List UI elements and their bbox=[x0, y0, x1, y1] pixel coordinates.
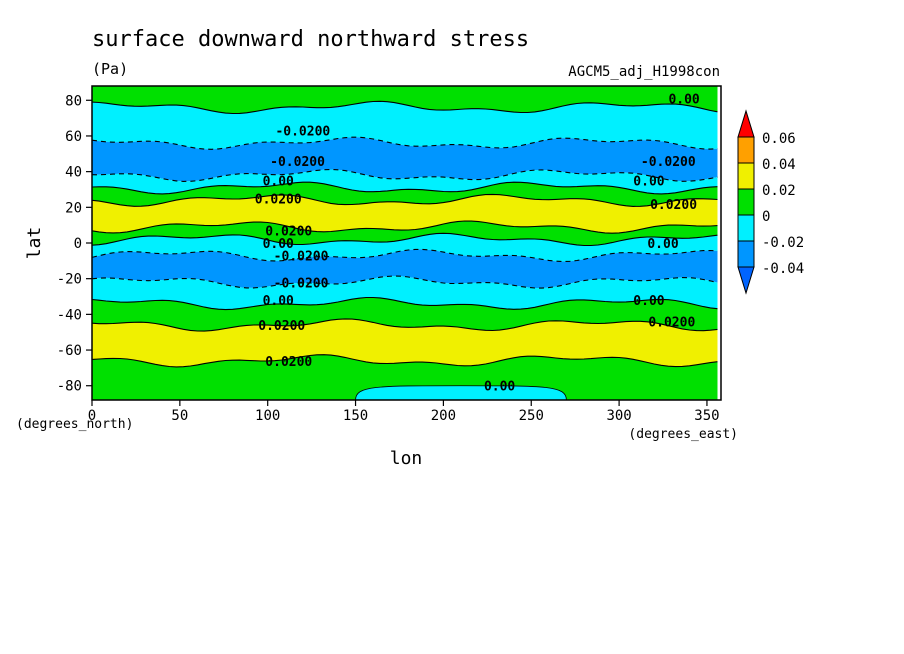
contour-line bbox=[91, 100, 718, 115]
contour-label: 0.00 bbox=[633, 294, 664, 309]
contour-band bbox=[92, 101, 718, 150]
contour-patch bbox=[355, 385, 567, 401]
colorbar-label: -0.04 bbox=[762, 261, 804, 277]
contour-band bbox=[92, 221, 718, 246]
colorbar-over-arrow bbox=[737, 109, 755, 138]
dataset-label: AGCM5_adj_H1998con bbox=[568, 64, 720, 80]
contour-label: -0.0200 bbox=[274, 276, 329, 291]
colorbar-segment bbox=[737, 136, 755, 164]
contour-band bbox=[92, 137, 718, 182]
x-axis-label: lon bbox=[390, 448, 423, 469]
contour-label: -0.0200 bbox=[275, 125, 330, 140]
y-tick-label: -40 bbox=[57, 307, 82, 323]
y-tick-label: 20 bbox=[65, 200, 82, 216]
contour-line bbox=[91, 136, 718, 150]
x-axis: 0 50 100 150 200 250 300 350 bbox=[88, 400, 720, 424]
colorbar-segment bbox=[737, 188, 755, 216]
y-units-label: (degrees_north) bbox=[16, 417, 133, 432]
contour-label: 0.00 bbox=[633, 175, 664, 190]
y-tick-label: 80 bbox=[65, 93, 82, 109]
x-tick-label: 300 bbox=[606, 408, 631, 424]
contour-label: 0.00 bbox=[668, 92, 699, 107]
contour-band bbox=[92, 249, 718, 289]
x-tick-label: 50 bbox=[171, 408, 188, 424]
contour-label: -0.0200 bbox=[270, 155, 325, 170]
x-tick-label: 200 bbox=[431, 408, 456, 424]
y-tick-label: -80 bbox=[57, 379, 82, 395]
y-tick-label: 60 bbox=[65, 129, 82, 145]
colorbar-under-arrow bbox=[737, 266, 755, 295]
contour-label: 0.0200 bbox=[258, 319, 305, 334]
contour-band bbox=[92, 86, 718, 114]
colorbar-segment bbox=[737, 162, 755, 190]
contour-band bbox=[92, 182, 718, 207]
contour-label: 0.00 bbox=[263, 294, 294, 309]
contour-line bbox=[91, 181, 718, 195]
y-tick-label: -60 bbox=[57, 343, 82, 359]
contour-band bbox=[92, 354, 718, 400]
colorbar-label: 0.06 bbox=[762, 131, 796, 147]
contour-line bbox=[91, 232, 718, 247]
x-tick-label: 100 bbox=[255, 408, 280, 424]
colorbar-label: -0.02 bbox=[762, 235, 804, 251]
contour-line bbox=[91, 275, 718, 289]
contour-line bbox=[91, 248, 718, 263]
y-tick-label: 0 bbox=[74, 236, 82, 252]
units-label: (Pa) bbox=[92, 60, 128, 78]
y-tick-label: -20 bbox=[57, 272, 82, 288]
contour-band bbox=[92, 169, 718, 194]
contour-band bbox=[92, 194, 718, 234]
contour-line bbox=[91, 354, 718, 368]
contour-line bbox=[91, 296, 718, 311]
x-units-label: (degrees_east) bbox=[628, 427, 738, 442]
contour-band bbox=[92, 297, 718, 332]
contour-line bbox=[91, 318, 718, 332]
colorbar-label: 0 bbox=[762, 209, 770, 225]
contour-label: -0.0200 bbox=[641, 155, 696, 170]
colorbar-label: 0.04 bbox=[762, 157, 796, 173]
contour-label: 0.00 bbox=[647, 237, 678, 252]
contour-label: 0.0200 bbox=[648, 316, 695, 331]
chart-title: surface downward northward stress bbox=[92, 27, 529, 52]
contour-line bbox=[91, 220, 718, 234]
colorbar-label: 0.02 bbox=[762, 183, 796, 199]
y-tick-label: 40 bbox=[65, 165, 82, 181]
colorbar-segment bbox=[737, 240, 755, 268]
contour-band bbox=[92, 318, 718, 367]
contour-label: 0.00 bbox=[263, 175, 294, 190]
contour-label: 0.0200 bbox=[650, 198, 697, 213]
contour-label: 0.0200 bbox=[255, 192, 302, 207]
colorbar: 0.06 0.04 0.02 0 -0.02 -0.04 bbox=[737, 109, 804, 295]
x-tick-label: 250 bbox=[519, 408, 544, 424]
contour-label: 0.00 bbox=[484, 380, 515, 395]
y-axis: 80 60 40 20 0 -20 -40 -60 -80 bbox=[57, 93, 92, 395]
y-axis-label: lat bbox=[24, 227, 45, 260]
colorbar-segment bbox=[737, 214, 755, 242]
contour-line bbox=[91, 193, 718, 207]
contour-band bbox=[92, 233, 718, 262]
contour-label: -0.0200 bbox=[274, 249, 329, 264]
contour-label: 0.0200 bbox=[265, 355, 312, 370]
contour-label: 0.0200 bbox=[265, 225, 312, 240]
contour-line bbox=[91, 168, 718, 182]
x-tick-label: 0 bbox=[88, 408, 96, 424]
x-tick-label: 150 bbox=[343, 408, 368, 424]
contour-label: 0.00 bbox=[263, 237, 294, 252]
x-tick-label: 350 bbox=[694, 408, 719, 424]
